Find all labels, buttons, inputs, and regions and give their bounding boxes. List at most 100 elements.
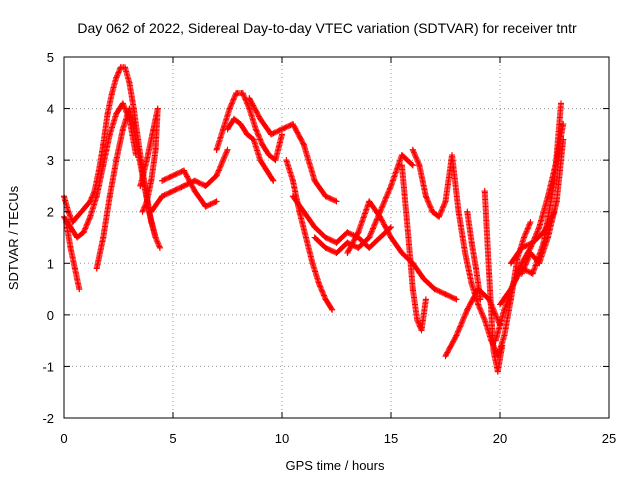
data-point [420, 275, 427, 282]
data-point [132, 136, 139, 143]
data-point [388, 234, 394, 241]
data-point [152, 146, 159, 153]
data-point [71, 265, 78, 272]
data-point [106, 193, 113, 200]
data-point [239, 90, 246, 97]
y-tick-label: 5 [47, 50, 54, 65]
data-point [558, 100, 565, 107]
data-point [143, 198, 150, 205]
data-point [311, 234, 318, 241]
data-point [455, 208, 462, 215]
data-point [302, 234, 309, 241]
data-point [464, 208, 471, 215]
data-point [82, 203, 89, 210]
data-point [333, 198, 340, 205]
data-point [422, 296, 429, 303]
data-point [366, 198, 373, 205]
data-point [388, 182, 394, 189]
data-point [154, 105, 161, 112]
data-point [224, 146, 231, 153]
data-point [560, 136, 567, 143]
data-point [422, 193, 429, 200]
data-point [398, 162, 405, 169]
data-point [486, 270, 493, 277]
data-point [246, 105, 253, 112]
data-point [388, 224, 394, 231]
data-point [442, 198, 449, 205]
data-point [442, 353, 449, 360]
data-point [322, 234, 329, 241]
data-point [246, 95, 253, 102]
data-point [529, 239, 536, 246]
data-point [259, 141, 266, 148]
data-point [453, 332, 460, 339]
data-point [322, 244, 329, 251]
data-point [106, 131, 113, 138]
y-tick-label: 4 [47, 102, 54, 117]
data-point [527, 219, 534, 226]
y-tick-label: 3 [47, 153, 54, 168]
data-point [322, 296, 329, 303]
data-point [429, 208, 436, 215]
data-point [283, 157, 290, 164]
chart-title: Day 062 of 2022, Sidereal Day-to-day VTE… [77, 20, 577, 36]
plot-frame [63, 56, 610, 419]
data-point [536, 260, 543, 267]
data-point [100, 234, 107, 241]
data-points [61, 64, 567, 375]
data-point [344, 229, 351, 236]
data-point [316, 280, 323, 287]
data-point [366, 234, 373, 241]
data-point [344, 249, 351, 256]
data-point [377, 213, 384, 220]
data-point [202, 182, 209, 189]
data-point [333, 249, 340, 256]
data-point [449, 151, 456, 158]
data-point [366, 244, 373, 251]
x-tick-label: 15 [384, 431, 398, 446]
data-point [520, 234, 527, 241]
data-point [309, 260, 316, 267]
data-point [159, 193, 166, 200]
data-point [224, 126, 231, 133]
data-point [257, 115, 264, 122]
data-point [468, 280, 475, 287]
data-point [499, 342, 506, 349]
data-point [409, 146, 416, 153]
data-point [289, 177, 296, 184]
data-point [74, 213, 81, 220]
data-point [329, 306, 336, 313]
data-point [150, 126, 157, 133]
data-point [113, 110, 120, 117]
data-point [74, 234, 81, 241]
data-point [126, 79, 133, 86]
data-point [468, 239, 475, 246]
data-point [191, 188, 198, 195]
data-point [233, 90, 240, 97]
data-point [213, 172, 220, 179]
data-point [409, 286, 416, 293]
data-point [311, 224, 318, 231]
data-point [405, 234, 412, 241]
data-point [126, 105, 133, 112]
data-point [213, 198, 220, 205]
data-point [170, 188, 176, 195]
data-point [119, 126, 126, 133]
data-point [492, 337, 499, 344]
data-point [398, 249, 405, 256]
x-tick-label: 25 [602, 431, 616, 446]
data-point [156, 244, 163, 251]
data-point [507, 286, 514, 293]
data-point [355, 244, 362, 251]
data-point [529, 270, 536, 277]
data-point [226, 105, 233, 112]
data-point [377, 234, 384, 241]
data-point [497, 301, 503, 308]
x-tick-label: 10 [275, 431, 289, 446]
data-point [490, 347, 497, 354]
data-point [67, 224, 74, 231]
y-tick-label: 0 [47, 308, 54, 323]
y-axis-label: SDTVAR / TECUs [6, 185, 21, 290]
data-point [398, 151, 405, 158]
data-point [100, 162, 107, 169]
